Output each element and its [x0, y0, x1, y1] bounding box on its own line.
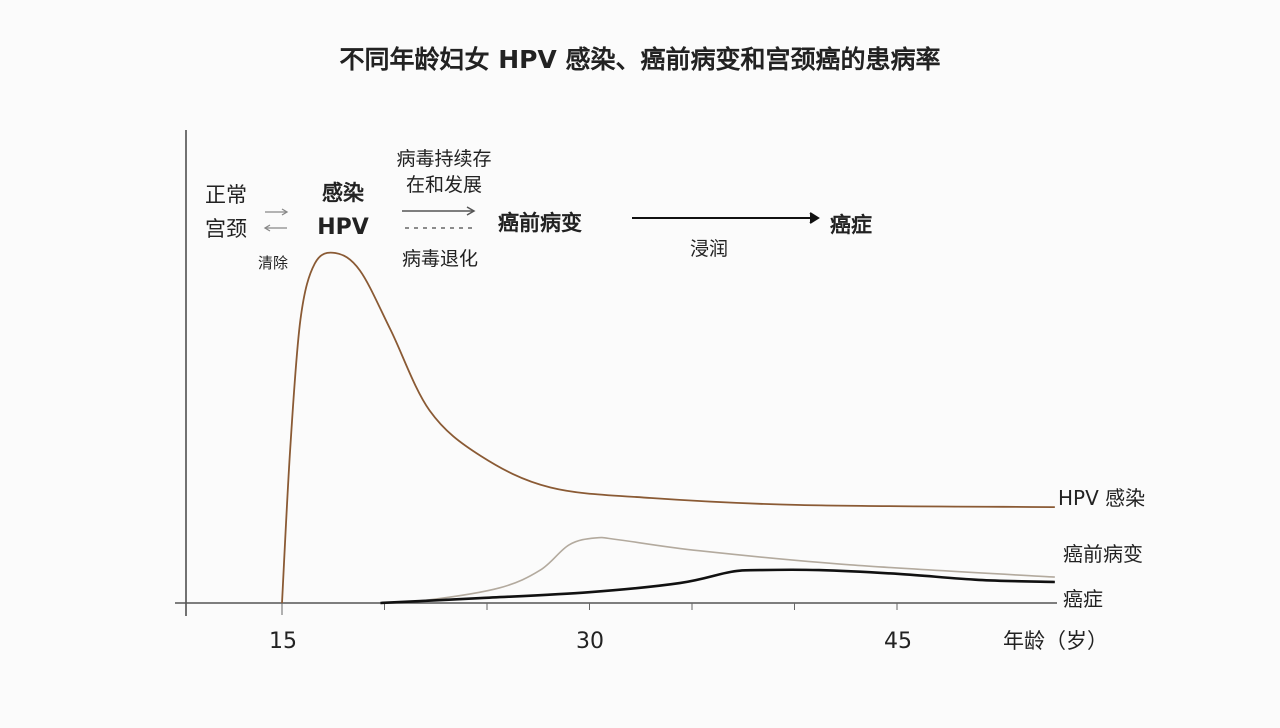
series-line-cancer: [380, 568, 1055, 605]
series-label-precancer: 癌前病变: [1063, 542, 1143, 566]
persist-line1: 病毒持续存: [396, 148, 491, 170]
infection-line1: 感染: [322, 181, 364, 205]
series-label-cancer: 癌症: [1063, 587, 1103, 611]
reversible-arrows-icon: [263, 208, 289, 232]
cancer-label: 癌症: [830, 213, 872, 237]
progress-arrow-icon: [402, 206, 476, 216]
invasion-arrow-icon: [632, 212, 820, 224]
persist-line2: 在和发展: [406, 174, 482, 196]
infection-line2: HPV: [317, 215, 369, 240]
normal-cervix-line2: 宫颈: [205, 217, 247, 241]
x-axis-label: 年龄（岁）: [1003, 629, 1108, 653]
regress-label: 病毒退化: [402, 248, 478, 270]
normal-cervix-line1: 正常: [205, 183, 247, 207]
x-tick-label-45: 45: [884, 629, 912, 654]
chart-title: 不同年龄妇女 HPV 感染、癌前病变和宫颈癌的患病率: [339, 45, 940, 74]
precancer-label: 癌前病变: [498, 211, 582, 235]
x-tick-label-15: 15: [269, 629, 297, 654]
series-line-hpv: [281, 251, 1055, 604]
series-label-hpv: HPV 感染: [1058, 486, 1145, 510]
clear-label: 清除: [258, 254, 288, 272]
invasion-label: 浸润: [690, 238, 728, 260]
x-tick-label-30: 30: [576, 629, 604, 654]
series-line-precancer: [380, 536, 1055, 604]
